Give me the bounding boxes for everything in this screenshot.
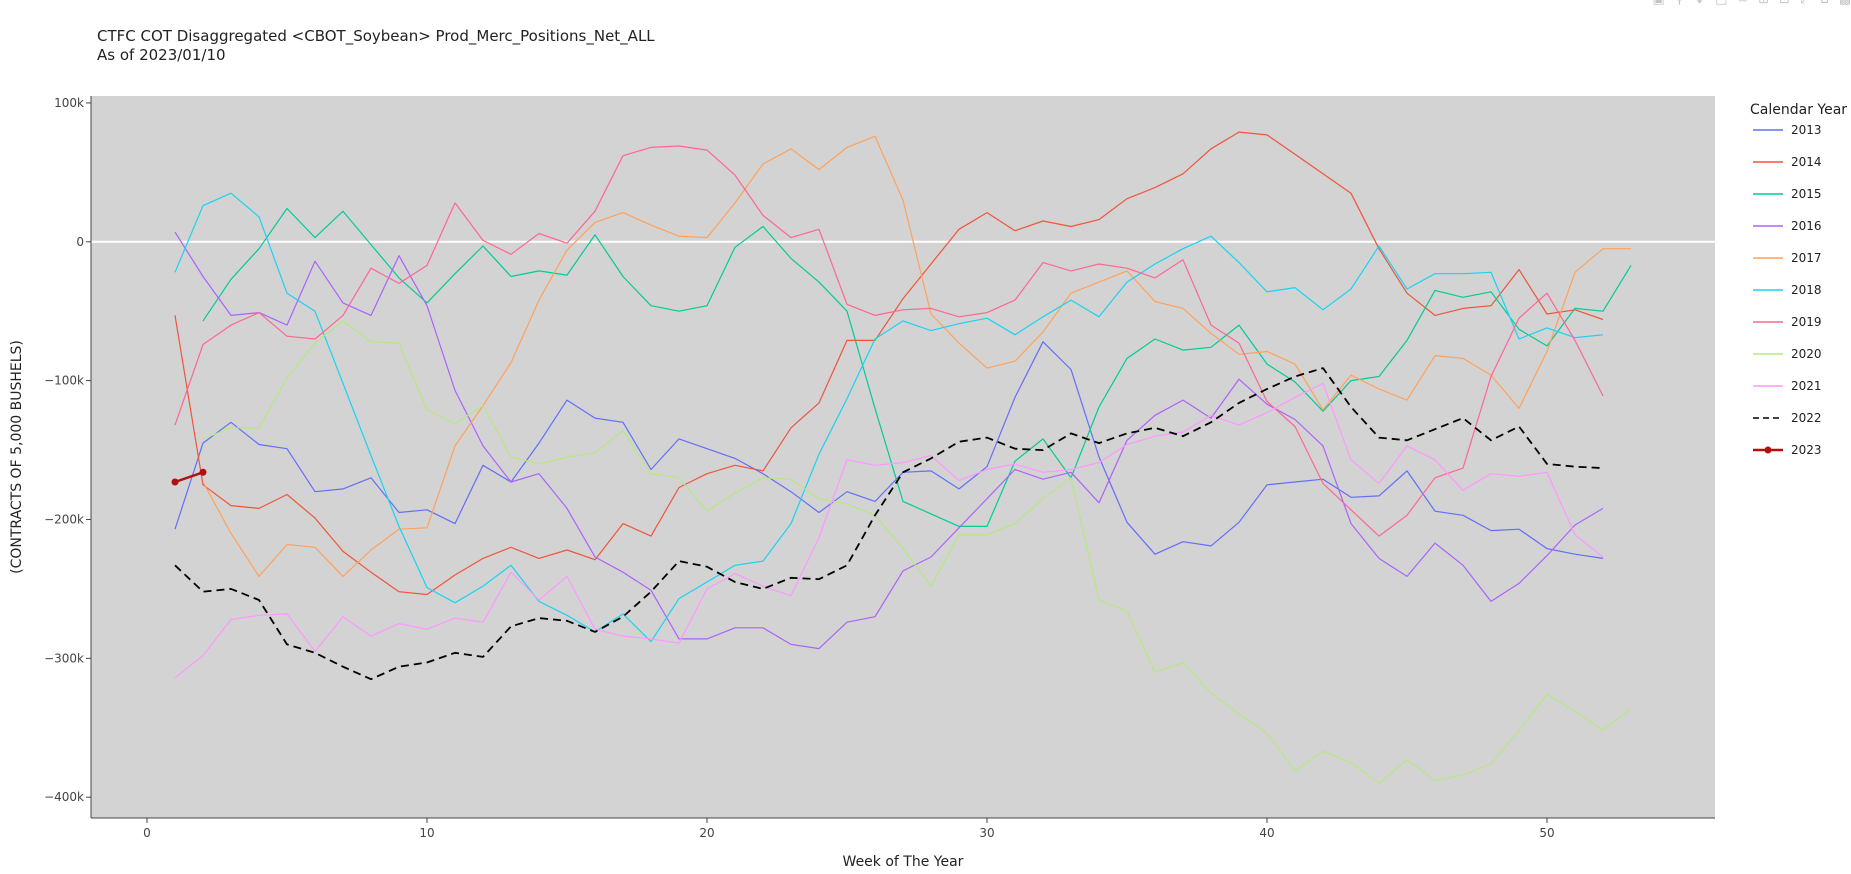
legend-label-2020[interactable]: 2020	[1791, 347, 1822, 361]
series-line-2020[interactable]	[202, 320, 1632, 784]
modebar-toolbar[interactable]: ▣ ⚲ ✥ □ ∞ ⊞ ⊟ ⤢ ⌂ ▩	[1652, 0, 1851, 8]
x-tick-label: 30	[979, 826, 994, 840]
pan-icon[interactable]: ✥	[1694, 0, 1705, 8]
series-line-2023[interactable]	[174, 471, 204, 484]
legend-label-2018[interactable]: 2018	[1791, 283, 1822, 297]
x-tick-label: 0	[143, 826, 151, 840]
series-line-2022[interactable]	[174, 367, 1604, 681]
y-axis-title: (CONTRACTS OF 5,000 BUSHELS)	[9, 340, 25, 574]
legend-label-2014[interactable]: 2014	[1791, 155, 1822, 169]
series-line-2018[interactable]	[174, 192, 1604, 643]
chart-title: CTFC COT Disaggregated <CBOT_Soybean> Pr…	[97, 27, 655, 65]
series-line-2021[interactable]	[174, 382, 1604, 679]
legend-label-2017[interactable]: 2017	[1791, 251, 1822, 265]
series-line-2019[interactable]	[174, 145, 1604, 537]
y-tick-label: −200k	[44, 512, 84, 526]
zoom-out-icon[interactable]: ⊟	[1779, 0, 1790, 8]
series-line-2015[interactable]	[202, 207, 1632, 528]
zoom-icon[interactable]: ⚲	[1675, 0, 1685, 8]
data-point-2023[interactable]	[199, 468, 207, 476]
y-tick-label: −300k	[44, 651, 84, 665]
x-tick-label: 50	[1539, 826, 1554, 840]
legend-marker-2023	[1764, 446, 1772, 454]
chart-subtitle: As of 2023/01/10	[97, 46, 226, 64]
series-line-2014[interactable]	[174, 131, 1604, 596]
series-line-2013[interactable]	[174, 341, 1604, 559]
autoscale-icon[interactable]: ⤢	[1800, 0, 1810, 8]
zoom-in-icon[interactable]: ⊞	[1758, 0, 1769, 8]
chart-title-line-1: CTFC COT Disaggregated <CBOT_Soybean> Pr…	[97, 27, 655, 45]
legend-label-2021[interactable]: 2021	[1791, 379, 1822, 393]
legend-label-2023[interactable]: 2023	[1791, 443, 1822, 457]
legend-label-2015[interactable]: 2015	[1791, 187, 1822, 201]
legend-label-2016[interactable]: 2016	[1791, 219, 1822, 233]
x-axis-title: Week of The Year	[843, 854, 964, 870]
y-tick-label: −100k	[44, 374, 84, 388]
series-line-2017[interactable]	[202, 135, 1631, 578]
x-tick-label: 40	[1259, 826, 1274, 840]
lasso-icon[interactable]: ∞	[1737, 0, 1748, 8]
x-tick-label: 20	[699, 826, 714, 840]
x-tick-label: 10	[419, 826, 434, 840]
home-icon[interactable]: ⌂	[1820, 0, 1828, 8]
y-tick-label: 0	[76, 235, 84, 249]
legend-title: Calendar Year	[1750, 102, 1847, 118]
plotly-logo-icon[interactable]: ▩	[1839, 0, 1851, 8]
y-tick-label: −400k	[44, 790, 84, 804]
legend-label-2022[interactable]: 2022	[1791, 411, 1822, 425]
camera-icon[interactable]: ▣	[1652, 0, 1664, 8]
legend-label-2019[interactable]: 2019	[1791, 315, 1822, 329]
plot-area[interactable]	[91, 96, 1715, 818]
series-line-2016[interactable]	[174, 231, 1604, 650]
legend-label-2013[interactable]: 2013	[1791, 123, 1822, 137]
select-icon[interactable]: □	[1715, 0, 1727, 8]
data-point-2023[interactable]	[171, 478, 179, 486]
y-tick-label: 100k	[54, 96, 84, 110]
